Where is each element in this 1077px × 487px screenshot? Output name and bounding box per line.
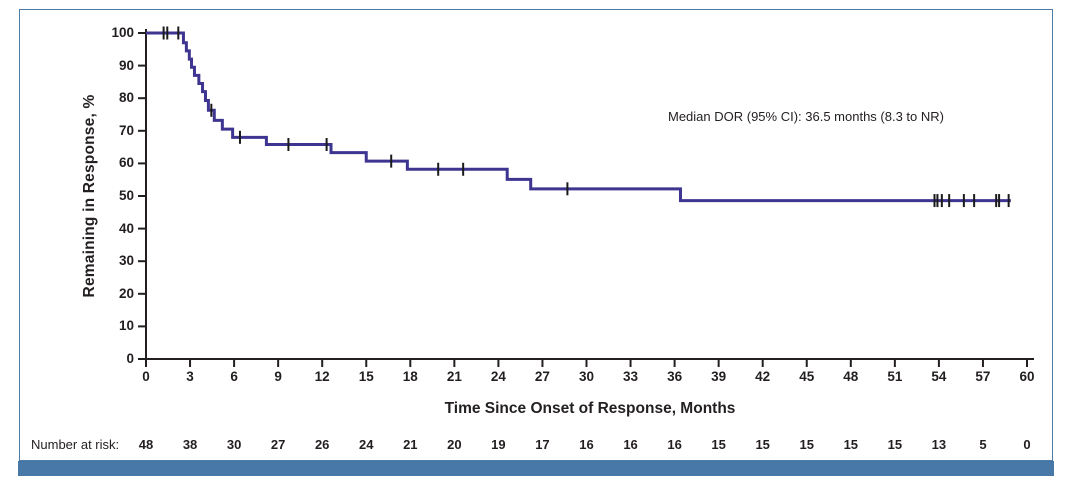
x-tick-label: 45 [799,369,815,384]
y-tick-label: 80 [118,90,134,106]
risk-value: 15 [887,437,903,452]
x-tick-label: 9 [274,369,282,384]
x-tick-label: 60 [1019,369,1035,384]
risk-value: 21 [403,437,418,452]
x-tick-label: 57 [975,369,991,384]
y-tick-label: 50 [118,188,134,203]
x-axis-title: Time Since Onset of Response, Months [444,400,736,417]
risk-value: 13 [931,437,947,452]
x-tick-label: 24 [490,369,506,384]
y-tick-label: 60 [118,155,134,171]
risk-value: 16 [667,437,682,452]
x-tick-label: 21 [446,369,462,384]
km-plot-canvas [138,26,1034,367]
number-at-risk-label: Number at risk: [31,437,120,452]
y-tick-label: 90 [118,57,134,73]
y-tick-label: 20 [118,285,134,301]
y-tick-label: 0 [126,351,134,366]
y-tick-label: 10 [118,318,134,334]
risk-value: 30 [226,437,242,452]
risk-value: 26 [314,437,330,452]
x-tick-label: 12 [314,369,330,384]
risk-value: 19 [491,437,506,452]
km-curve [146,31,1011,203]
risk-value: 16 [579,437,594,452]
risk-value: 24 [359,437,374,452]
x-tick-label: 6 [230,369,238,384]
x-tick-label: 42 [755,369,771,384]
x-tick-label: 30 [578,369,595,384]
y-tick-label: 40 [118,220,134,236]
figure-panel: Remaining in Response, % Time Since Onse… [19,9,1053,461]
x-tick-label: 18 [402,369,418,384]
risk-value: 15 [843,437,859,452]
x-tick-label: 15 [358,369,374,384]
y-tick-label: 30 [118,253,134,269]
risk-value: 16 [623,437,638,452]
y-tick-label: 70 [118,122,134,138]
x-tick-label: 51 [887,369,903,384]
risk-value: 15 [755,437,770,452]
x-tick-label: 33 [623,369,639,384]
risk-value: 20 [447,437,462,452]
x-tick-label: 0 [142,369,150,384]
risk-value: 27 [270,437,286,452]
y-axis-title: Remaining in Response, % [81,94,98,298]
x-tick-label: 27 [534,369,550,384]
x-tick-label: 39 [711,369,727,384]
risk-value: 0 [1023,437,1031,452]
risk-value: 15 [799,437,814,452]
median-dor-annotation: Median DOR (95% CI): 36.5 months (8.3 to… [668,109,944,124]
risk-value: 17 [535,437,550,452]
x-tick-label: 3 [186,369,194,384]
x-tick-label: 54 [931,369,947,384]
risk-value: 38 [182,437,198,452]
risk-value: 48 [138,437,154,452]
risk-value: 5 [979,437,987,452]
risk-value: 15 [711,437,726,452]
x-tick-label: 48 [843,369,859,384]
bottom-accent-bar [18,461,1054,476]
x-tick-label: 36 [667,369,683,384]
y-tick-label: 100 [111,25,134,40]
